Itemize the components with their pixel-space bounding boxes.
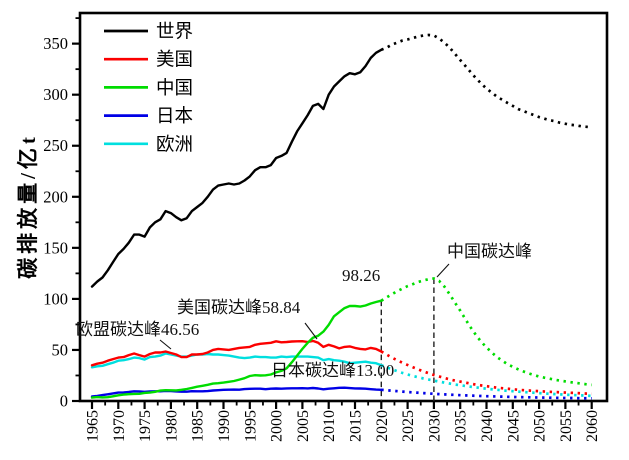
- y-tick-label: 200: [43, 187, 68, 206]
- x-tick-label: 2060: [584, 410, 601, 442]
- annotation-jp-peak: 日本碳达峰13.00: [271, 361, 395, 380]
- x-tick-label: 1965: [85, 410, 102, 442]
- x-tick-label: 1985: [190, 410, 207, 442]
- annotation-eu-peak: 欧盟碳达峰46.56: [76, 320, 200, 339]
- x-tick-label: 2010: [321, 410, 338, 442]
- x-tick-label: 2045: [505, 410, 522, 442]
- x-tick-label: 2000: [269, 410, 286, 442]
- series-projected-1: [380, 350, 592, 396]
- legend-item-2: 中国: [104, 78, 193, 99]
- annotation-us-peak: 美国碳达峰58.84: [177, 298, 301, 317]
- legend-item-3: 日本: [104, 106, 193, 127]
- legend-item-0: 世界: [104, 22, 193, 43]
- annotation-leader-us: [304, 322, 318, 340]
- x-tick-label: 1990: [216, 410, 233, 442]
- series-solid-3: [90, 386, 383, 398]
- y-tick-label: 350: [43, 34, 68, 53]
- y-axis-label: 碳排放量/亿t: [16, 133, 40, 279]
- y-tick-label: 50: [52, 340, 69, 359]
- x-tick-label: 1970: [111, 410, 128, 442]
- x-tick-label: 1980: [163, 410, 180, 442]
- y-tick-label: 150: [43, 238, 68, 257]
- series-projected-4: [380, 364, 592, 398]
- y-tick-label: 100: [43, 289, 68, 308]
- x-tick-label: 2035: [453, 410, 470, 442]
- x-axis: 1965 1970 1975 1980 1985 1990 1995 2000 2005 2010…: [85, 401, 601, 442]
- series-projected-3: [381, 388, 592, 400]
- x-tick-label: 2020: [374, 410, 391, 442]
- x-tick-label: 2015: [348, 410, 365, 442]
- annotation-cn-peak: 中国碳达峰: [447, 242, 532, 261]
- annotation-cn-2020-value: 98.26: [342, 266, 381, 285]
- series-projected-2: [380, 277, 592, 387]
- series-solid-4: [90, 352, 383, 369]
- legend-item-4: 欧洲: [104, 134, 193, 155]
- x-tick-label: 1995: [242, 410, 259, 442]
- legend-label-2: 中国: [156, 78, 193, 99]
- legend-label-0: 世界: [156, 22, 193, 43]
- legend-label-3: 日本: [156, 106, 193, 127]
- y-axis: 0 50 100 150 200 250 300 350: [43, 17, 80, 411]
- y-tick-label: 0: [60, 392, 68, 411]
- x-tick-label: 2040: [479, 410, 496, 442]
- x-tick-label: 2050: [532, 410, 549, 442]
- legend-label-4: 欧洲: [156, 134, 193, 155]
- x-tick-label: 2030: [426, 410, 443, 442]
- annotation-leader-cn: [436, 263, 450, 278]
- x-tick-label: 1975: [137, 410, 154, 442]
- y-tick-label: 250: [43, 136, 68, 155]
- y-tick-label: 300: [43, 85, 68, 104]
- plot-border: [78, 11, 609, 403]
- x-tick-label: 2055: [558, 410, 575, 442]
- series-solid-0: [90, 48, 383, 288]
- series-solid-1: [90, 339, 383, 367]
- legend-item-1: 美国: [104, 50, 193, 71]
- annotation-leader-eu: [159, 339, 172, 350]
- legend-label-1: 美国: [156, 50, 193, 71]
- series-solid-2: [90, 299, 383, 399]
- series-projected-0: [380, 33, 592, 129]
- x-tick-label: 2025: [400, 410, 417, 442]
- x-tick-label: 2005: [295, 410, 312, 442]
